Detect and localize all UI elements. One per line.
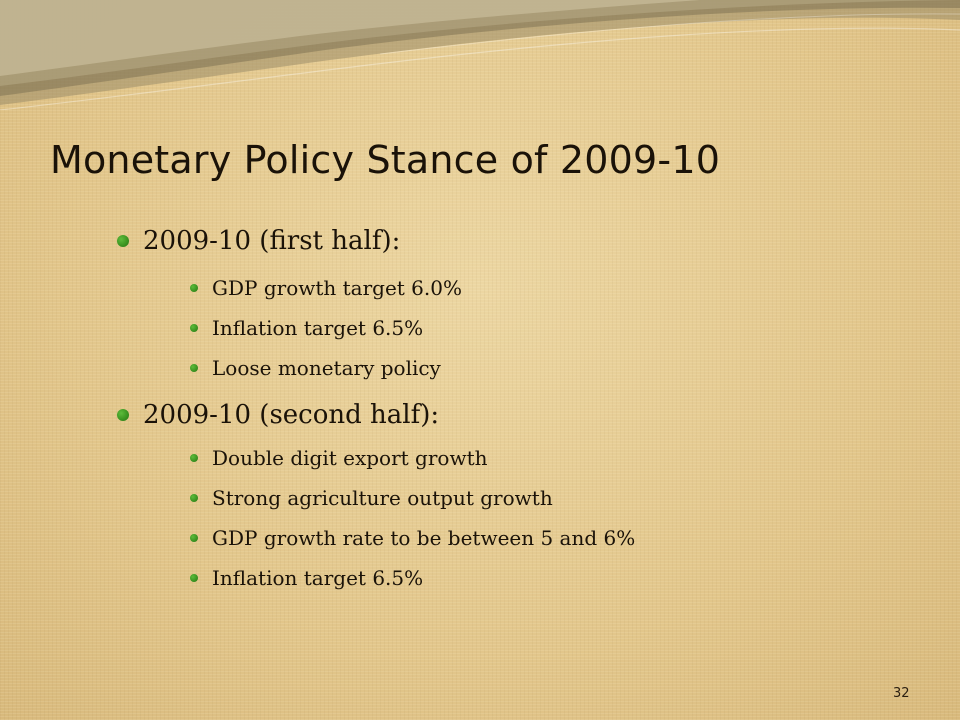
page-number: 32	[893, 686, 910, 701]
bullet-text: Loose monetary policy	[212, 356, 441, 380]
bullet-text: Inflation target 6.5%	[212, 316, 424, 340]
bullet-dot-icon	[190, 494, 198, 502]
bullet-dot-icon	[190, 284, 198, 292]
bullet-text: 2009-10 (second half):	[143, 400, 440, 430]
list-item: Loose monetary policy	[190, 356, 441, 380]
bullet-text: Inflation target 6.5%	[212, 566, 424, 590]
bullet-text: GDP growth rate to be between 5 and 6%	[212, 526, 636, 550]
section-heading-second-half: 2009-10 (second half):	[117, 400, 439, 430]
bullet-dot-icon	[190, 324, 198, 332]
list-item: GDP growth rate to be between 5 and 6%	[190, 526, 635, 550]
slide-title: Monetary Policy Stance of 2009-10	[50, 138, 721, 182]
bullet-text: 2009-10 (first half):	[143, 226, 401, 256]
bullet-text: Strong agriculture output growth	[212, 486, 553, 510]
bullet-dot-icon	[117, 409, 129, 421]
section-heading-first-half: 2009-10 (first half):	[117, 226, 400, 256]
bullet-text: GDP growth target 6.0%	[212, 276, 462, 300]
bullet-dot-icon	[190, 534, 198, 542]
list-item: Double digit export growth	[190, 446, 488, 470]
bullet-dot-icon	[190, 574, 198, 582]
decorative-swoosh	[0, 0, 960, 110]
list-item: Inflation target 6.5%	[190, 566, 423, 590]
list-item: Strong agriculture output growth	[190, 486, 553, 510]
bullet-dot-icon	[190, 454, 198, 462]
bullet-dot-icon	[117, 235, 129, 247]
bullet-text: Double digit export growth	[212, 446, 488, 470]
bullet-dot-icon	[190, 364, 198, 372]
list-item: GDP growth target 6.0%	[190, 276, 462, 300]
list-item: Inflation target 6.5%	[190, 316, 423, 340]
